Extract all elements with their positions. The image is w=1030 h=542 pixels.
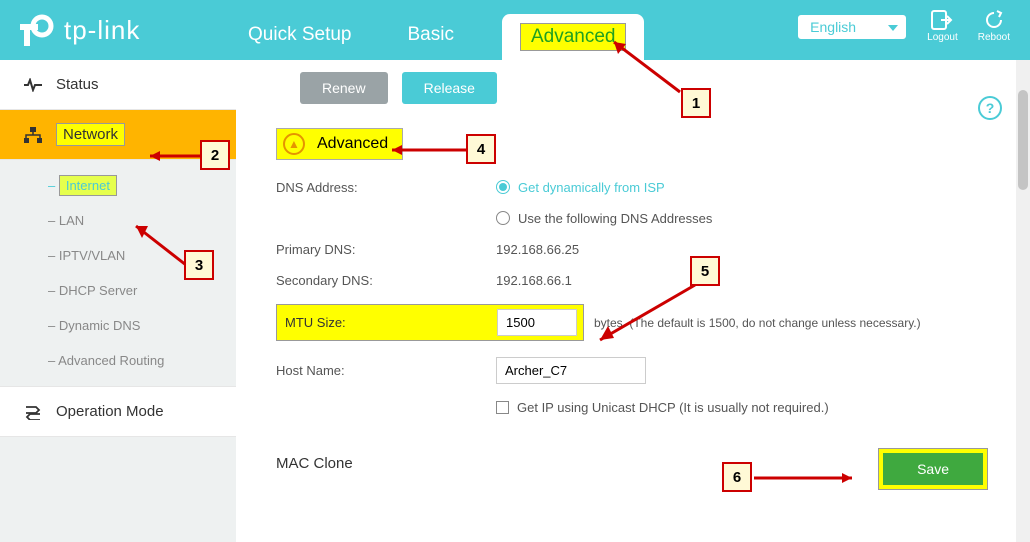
- mtu-note: bytes. (The default is 1500, do not chan…: [594, 316, 921, 330]
- sidebar: Status Network Internet LAN IPTV/VLAN DH…: [0, 60, 236, 542]
- callout-1: 1: [681, 88, 711, 118]
- mtu-row: MTU Size: bytes. (The default is 1500, d…: [276, 304, 990, 341]
- tab-advanced[interactable]: Advanced: [502, 14, 645, 60]
- sidebar-item-status[interactable]: Status: [0, 60, 236, 110]
- unicast-checkbox[interactable]: Get IP using Unicast DHCP (It is usually…: [496, 400, 829, 415]
- hostname-label: Host Name:: [276, 363, 496, 378]
- hostname-input[interactable]: [496, 357, 646, 384]
- logout-button[interactable]: Logout: [927, 10, 958, 43]
- sidebar-item-opmode[interactable]: Operation Mode: [0, 387, 236, 437]
- callout-6: 6: [722, 462, 752, 492]
- sidebar-sub-internet[interactable]: Internet: [0, 168, 236, 203]
- mtu-input[interactable]: [497, 309, 577, 336]
- sidebar-sub-ddns[interactable]: Dynamic DNS: [0, 308, 236, 343]
- chevron-up-icon: ▲: [283, 133, 305, 155]
- mtu-highlight: MTU Size:: [276, 304, 584, 341]
- help-button[interactable]: ?: [978, 96, 1002, 120]
- content-panel: ? Renew Release ▲ Advanced DNS Address: …: [236, 60, 1030, 542]
- radio-unchecked-icon: [496, 211, 510, 225]
- sidebar-status-label: Status: [56, 76, 99, 93]
- release-button[interactable]: Release: [402, 72, 497, 104]
- secondary-dns-value: 192.168.66.1: [496, 273, 572, 288]
- sidebar-sub-lan[interactable]: LAN: [0, 203, 236, 238]
- main-tabs: Quick Setup Basic Advanced: [240, 0, 644, 60]
- radio-checked-icon: [496, 180, 510, 194]
- renew-button[interactable]: Renew: [300, 72, 388, 104]
- reboot-button[interactable]: Reboot: [978, 10, 1010, 43]
- callout-3: 3: [184, 250, 214, 280]
- callout-2: 2: [200, 140, 230, 170]
- logout-icon: [931, 10, 953, 30]
- primary-dns-row: Primary DNS: 192.168.66.25: [276, 242, 990, 257]
- tab-advanced-label: Advanced: [520, 23, 627, 51]
- content-scrollbar[interactable]: [1016, 60, 1030, 542]
- save-highlight: Save: [878, 448, 988, 490]
- reboot-label: Reboot: [978, 32, 1010, 43]
- primary-dns-label: Primary DNS:: [276, 242, 496, 257]
- sidebar-network-label: Network: [56, 123, 125, 146]
- dns-address-label: DNS Address:: [276, 180, 496, 195]
- secondary-dns-row: Secondary DNS: 192.168.66.1: [276, 273, 990, 288]
- language-select[interactable]: English: [797, 14, 907, 40]
- checkbox-unchecked-icon: [496, 401, 509, 414]
- brand-logo-mark: [20, 12, 56, 48]
- opmode-icon: [24, 404, 42, 420]
- callout-4: 4: [466, 134, 496, 164]
- ip-buttons: Renew Release: [300, 72, 990, 104]
- mtu-label: MTU Size:: [277, 307, 497, 338]
- secondary-dns-label: Secondary DNS:: [276, 273, 496, 288]
- reboot-icon: [983, 10, 1005, 30]
- sidebar-opmode-label: Operation Mode: [56, 403, 164, 420]
- brand-logo: tp-link: [20, 12, 140, 48]
- primary-dns-value: 192.168.66.25: [496, 242, 579, 257]
- tab-basic[interactable]: Basic: [400, 24, 462, 60]
- status-icon: [24, 78, 42, 92]
- dns-radio-manual[interactable]: Use the following DNS Addresses: [496, 211, 712, 226]
- logout-label: Logout: [927, 32, 958, 43]
- hostname-row: Host Name:: [276, 357, 990, 384]
- scrollbar-thumb[interactable]: [1018, 90, 1028, 190]
- top-bar: tp-link Quick Setup Basic Advanced Engli…: [0, 0, 1030, 60]
- network-icon: [24, 127, 42, 143]
- sidebar-sub-routing[interactable]: Advanced Routing: [0, 343, 236, 378]
- save-button[interactable]: Save: [883, 453, 983, 485]
- body-region: Status Network Internet LAN IPTV/VLAN DH…: [0, 60, 1030, 542]
- advanced-section-toggle[interactable]: ▲ Advanced: [276, 128, 403, 160]
- tab-quick-setup[interactable]: Quick Setup: [240, 24, 360, 60]
- unicast-row: Get IP using Unicast DHCP (It is usually…: [276, 400, 990, 415]
- app-frame: tp-link Quick Setup Basic Advanced Engli…: [0, 0, 1030, 542]
- dns-address-row2: Use the following DNS Addresses: [276, 211, 990, 226]
- callout-5: 5: [690, 256, 720, 286]
- top-right-controls: English Logout Reboot: [797, 10, 1010, 43]
- dns-address-row: DNS Address: Get dynamically from ISP: [276, 180, 990, 195]
- advanced-toggle-label: Advanced: [317, 135, 388, 153]
- dns-radio-dynamic[interactable]: Get dynamically from ISP: [496, 180, 665, 195]
- brand-text: tp-link: [64, 15, 140, 46]
